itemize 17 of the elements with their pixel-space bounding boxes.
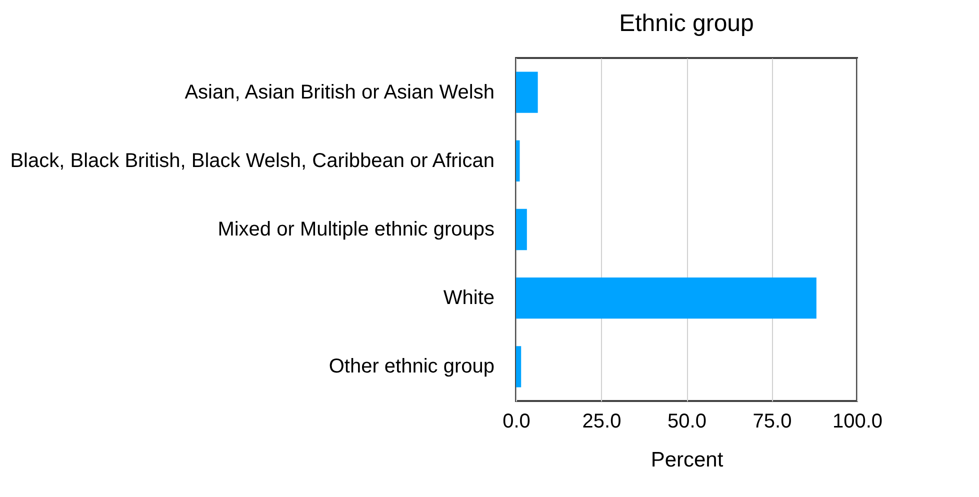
y-tick-label: Mixed or Multiple ethnic groups xyxy=(218,218,494,240)
x-tick-label: 25.0 xyxy=(582,410,622,432)
chart-title: Ethnic group xyxy=(619,10,754,37)
y-tick-label: White xyxy=(443,287,494,310)
bar xyxy=(516,278,816,319)
x-tick-label: 50.0 xyxy=(668,410,706,432)
y-tick-label: Asian, Asian British or Asian Welsh xyxy=(184,81,494,104)
bar xyxy=(516,140,520,182)
bar xyxy=(516,208,527,250)
x-axis-title: Percent xyxy=(650,448,724,472)
y-tick-label: Other ethnic group xyxy=(328,356,494,378)
x-tick-label: 75.0 xyxy=(752,410,792,432)
x-tick-label: 0.0 xyxy=(502,410,530,432)
bar xyxy=(516,72,538,113)
bar xyxy=(516,346,522,388)
x-tick-label: 100.0 xyxy=(832,410,883,432)
y-tick-label: Black, Black British, Black Welsh, Caribbean or African xyxy=(10,150,494,172)
